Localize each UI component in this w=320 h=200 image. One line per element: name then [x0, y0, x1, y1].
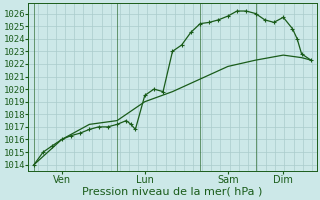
X-axis label: Pression niveau de la mer( hPa ): Pression niveau de la mer( hPa ): [82, 187, 263, 197]
